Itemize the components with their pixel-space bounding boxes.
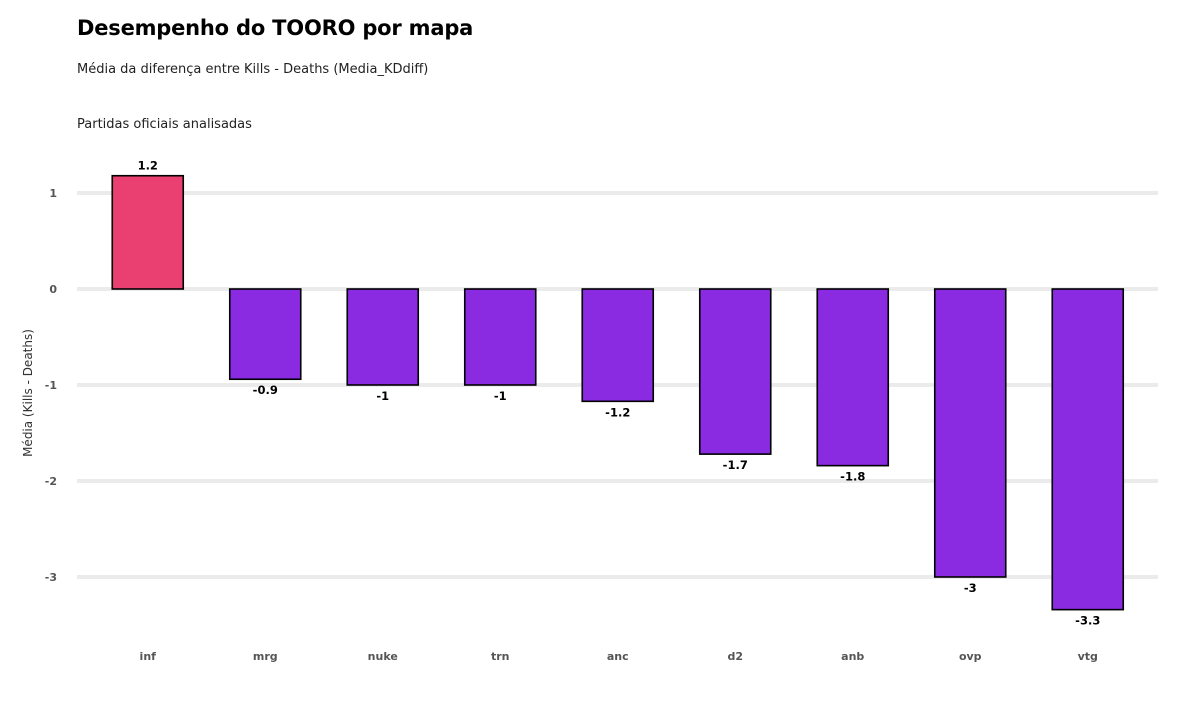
value-label-d2: -1.7: [723, 458, 748, 472]
bar-ovp: [933, 288, 1007, 578]
x-tick-label-anb: anb: [841, 650, 864, 663]
y-tick-label: 1: [49, 187, 57, 200]
value-label-anb: -1.8: [840, 470, 865, 484]
value-label-trn: -1: [494, 389, 507, 403]
y-tick-label: -3: [45, 571, 57, 584]
value-label-nuke: -1: [376, 389, 389, 403]
x-tick-label-d2: d2: [727, 650, 743, 663]
y-tick-label: 0: [49, 283, 57, 296]
y-axis-title: Média (Kills - Deaths): [21, 329, 35, 457]
bar-inf: [111, 174, 185, 290]
bar-anc: [581, 288, 655, 403]
bar-trn: [463, 288, 537, 386]
bars: [111, 174, 1125, 611]
bar-nuke: [346, 288, 420, 386]
value-label-anc: -1.2: [605, 405, 630, 419]
value-label-vtg: -3.3: [1075, 614, 1100, 628]
x-tick-label-nuke: nuke: [368, 650, 398, 663]
y-tick-label: -2: [45, 475, 57, 488]
value-label-mrg: -0.9: [253, 383, 278, 397]
bar-mrg: [228, 288, 302, 381]
bar-d2: [698, 288, 772, 455]
x-tick-label-vtg: vtg: [1078, 650, 1098, 663]
chart-title: Desempenho do TOORO por mapa: [77, 16, 474, 40]
chart-subtitle: Média da diferença entre Kills - Deaths …: [77, 62, 429, 77]
chart-caption: Partidas oficiais analisadas: [77, 117, 252, 132]
value-label-inf: 1.2: [138, 159, 158, 173]
x-tick-label-trn: trn: [491, 650, 510, 663]
x-tick-label-anc: anc: [607, 650, 629, 663]
x-tick-label-ovp: ovp: [959, 650, 982, 663]
y-tick-label: -1: [45, 379, 57, 392]
value-labels: 1.2 -0.9 -1 -1 -1.2 -1.7 -1.8 -3 -3.3: [138, 159, 1101, 628]
value-label-ovp: -3: [964, 581, 977, 595]
y-axis-ticks: 1 0 -1 -2 -3: [45, 187, 58, 584]
x-tick-label-mrg: mrg: [253, 650, 278, 663]
x-tick-label-inf: inf: [140, 650, 157, 663]
x-axis-ticks: inf mrg nuke trn anc d2 anb ovp vtg: [140, 650, 1098, 663]
bar-anb: [816, 288, 890, 467]
bar-vtg: [1051, 288, 1125, 611]
